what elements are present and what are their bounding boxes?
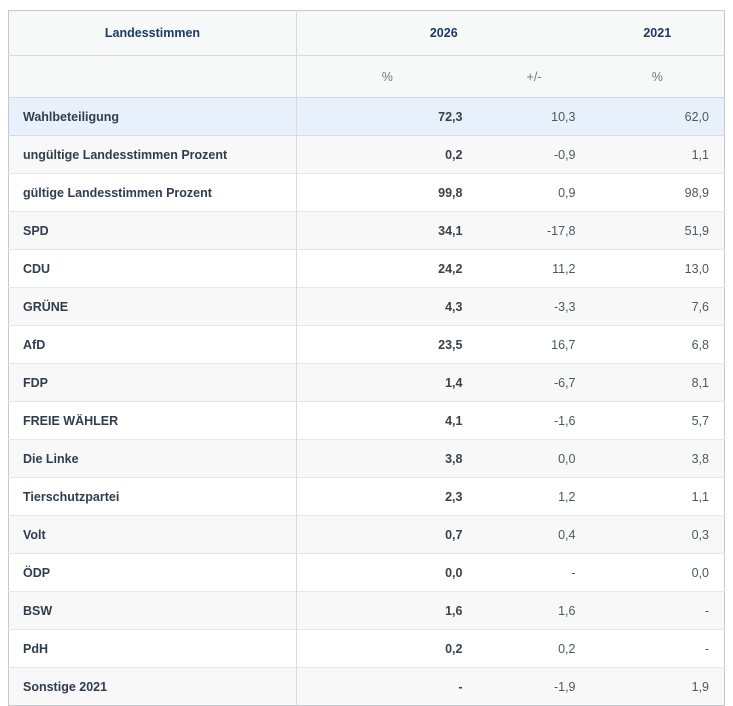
- row-label-cell: ÖDP: [8, 553, 297, 592]
- pct-2026-cell: 99,8: [296, 173, 478, 212]
- pct-2026-cell: 1,4: [296, 363, 478, 402]
- pct-2021-cell: 98,9: [590, 173, 725, 212]
- pct-2026-cell: 0,7: [296, 515, 478, 554]
- pct-2021-cell: 13,0: [590, 249, 725, 288]
- diff-2026-cell: 1,2: [477, 477, 591, 516]
- table-row: Sonstige 2021 - -1,9 1,9: [8, 667, 725, 706]
- table-row: GRÜNE 4,3 -3,3 7,6: [8, 287, 725, 326]
- table-row: Volt 0,7 0,4 0,3: [8, 515, 725, 554]
- table-row: gültige Landesstimmen Prozent 99,8 0,9 9…: [8, 173, 725, 212]
- table-row: Wahlbeteiligung 72,3 10,3 62,0: [8, 97, 725, 136]
- table-row: SPD 34,1 -17,8 51,9: [8, 211, 725, 250]
- table-row: AfD 23,5 16,7 6,8: [8, 325, 725, 364]
- pct-2026-cell: 2,3: [296, 477, 478, 516]
- row-label-cell: CDU: [8, 249, 297, 288]
- table-row: CDU 24,2 11,2 13,0: [8, 249, 725, 288]
- row-label-cell: GRÜNE: [8, 287, 297, 326]
- pct-2026-cell: -: [296, 667, 478, 706]
- row-label-cell: ungültige Landesstimmen Prozent: [8, 135, 297, 174]
- row-label-cell: Tierschutzpartei: [8, 477, 297, 516]
- diff-2026-cell: 0,2: [477, 629, 591, 668]
- diff-2026-cell: -3,3: [477, 287, 591, 326]
- diff-2026-cell: -17,8: [477, 211, 591, 250]
- diff-2026-cell: 0,9: [477, 173, 591, 212]
- pct-2026-cell: 0,0: [296, 553, 478, 592]
- pct-2021-cell: 62,0: [590, 97, 725, 136]
- pct-2021-cell: 5,7: [590, 401, 725, 440]
- diff-2026-cell: 0,0: [477, 439, 591, 478]
- diff-2026-cell: 0,4: [477, 515, 591, 554]
- table-row: ungültige Landesstimmen Prozent 0,2 -0,9…: [8, 135, 725, 174]
- diff-2026-cell: 16,7: [477, 325, 591, 364]
- pct-2021-cell: 3,8: [590, 439, 725, 478]
- column-header-year-2026: 2026: [296, 10, 591, 56]
- table-row: FDP 1,4 -6,7 8,1: [8, 363, 725, 402]
- pct-2021-cell: 7,6: [590, 287, 725, 326]
- table-row: Die Linke 3,8 0,0 3,8: [8, 439, 725, 478]
- column-subheader-empty: [8, 55, 297, 98]
- pct-2021-cell: 1,1: [590, 477, 725, 516]
- diff-2026-cell: -6,7: [477, 363, 591, 402]
- diff-2026-cell: 11,2: [477, 249, 591, 288]
- row-label-cell: FDP: [8, 363, 297, 402]
- pct-2021-cell: 1,9: [590, 667, 725, 706]
- diff-2026-cell: -: [477, 553, 591, 592]
- pct-2021-cell: -: [590, 591, 725, 630]
- pct-2026-cell: 34,1: [296, 211, 478, 250]
- header-year-row: Landesstimmen 2026 2021: [8, 10, 725, 56]
- column-header-year-2021: 2021: [590, 10, 725, 56]
- pct-2021-cell: 0,3: [590, 515, 725, 554]
- pct-2026-cell: 23,5: [296, 325, 478, 364]
- diff-2026-cell: -1,9: [477, 667, 591, 706]
- diff-2026-cell: -0,9: [477, 135, 591, 174]
- pct-2021-cell: 8,1: [590, 363, 725, 402]
- table-row: BSW 1,6 1,6 -: [8, 591, 725, 630]
- pct-2021-cell: -: [590, 629, 725, 668]
- election-results-table: Landesstimmen 2026 2021 % +/- % Wahlbete…: [8, 10, 725, 706]
- row-label-cell: SPD: [8, 211, 297, 250]
- table-row: Tierschutzpartei 2,3 1,2 1,1: [8, 477, 725, 516]
- column-subheader-diff: +/-: [477, 55, 591, 98]
- row-label-cell: PdH: [8, 629, 297, 668]
- row-label-cell: Sonstige 2021: [8, 667, 297, 706]
- pct-2026-cell: 0,2: [296, 135, 478, 174]
- pct-2021-cell: 51,9: [590, 211, 725, 250]
- header-unit-row: % +/- %: [8, 55, 725, 98]
- row-label-cell: BSW: [8, 591, 297, 630]
- pct-2021-cell: 6,8: [590, 325, 725, 364]
- column-subheader-percent-2021: %: [590, 55, 725, 98]
- pct-2026-cell: 72,3: [296, 97, 478, 136]
- diff-2026-cell: 1,6: [477, 591, 591, 630]
- table-row: ÖDP 0,0 - 0,0: [8, 553, 725, 592]
- pct-2026-cell: 1,6: [296, 591, 478, 630]
- table-header: Landesstimmen 2026 2021 % +/- %: [8, 10, 725, 98]
- pct-2021-cell: 1,1: [590, 135, 725, 174]
- row-label-cell: AfD: [8, 325, 297, 364]
- pct-2021-cell: 0,0: [590, 553, 725, 592]
- diff-2026-cell: 10,3: [477, 97, 591, 136]
- pct-2026-cell: 3,8: [296, 439, 478, 478]
- pct-2026-cell: 0,2: [296, 629, 478, 668]
- table-row: FREIE WÄHLER 4,1 -1,6 5,7: [8, 401, 725, 440]
- pct-2026-cell: 4,3: [296, 287, 478, 326]
- diff-2026-cell: -1,6: [477, 401, 591, 440]
- table-body: Wahlbeteiligung 72,3 10,3 62,0 ungültige…: [8, 97, 725, 706]
- column-header-landesstimmen: Landesstimmen: [8, 10, 297, 56]
- row-label-cell: gültige Landesstimmen Prozent: [8, 173, 297, 212]
- row-label-cell: FREIE WÄHLER: [8, 401, 297, 440]
- pct-2026-cell: 4,1: [296, 401, 478, 440]
- table-row: PdH 0,2 0,2 -: [8, 629, 725, 668]
- row-label-cell: Wahlbeteiligung: [8, 97, 297, 136]
- row-label-cell: Volt: [8, 515, 297, 554]
- row-label-cell: Die Linke: [8, 439, 297, 478]
- column-subheader-percent-2026: %: [296, 55, 478, 98]
- pct-2026-cell: 24,2: [296, 249, 478, 288]
